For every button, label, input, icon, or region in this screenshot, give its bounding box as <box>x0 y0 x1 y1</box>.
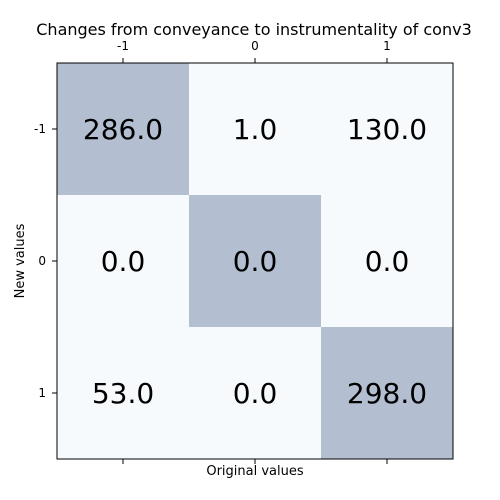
x-axis-label: Original values <box>206 464 304 479</box>
y-axis-label: New values <box>13 223 28 298</box>
cell-value-label-1-1: 0.0 <box>233 245 278 278</box>
cell-value-label-2-2: 298.0 <box>347 377 427 410</box>
cell-value-label-2-0: 53.0 <box>92 377 154 410</box>
left-y-tick-label-0: -1 <box>34 122 46 136</box>
left-y-tick-label-1: 0 <box>38 254 46 268</box>
cell-value-label-2-1: 0.0 <box>233 377 278 410</box>
top-x-ticks: -1 0 1 <box>117 39 391 63</box>
chart-title: Changes from conveyance to instrumentali… <box>36 20 472 39</box>
top-x-tick-label-0: -1 <box>117 39 129 53</box>
cell-value-label-0-1: 1.0 <box>233 113 278 146</box>
top-x-tick-label-1: 0 <box>251 39 259 53</box>
left-y-tick-label-2: 1 <box>38 386 46 400</box>
cell-value-label-0-0: 286.0 <box>83 113 163 146</box>
top-x-tick-label-2: 1 <box>383 39 391 53</box>
cell-value-label-1-0: 0.0 <box>101 245 146 278</box>
cell-value-label-1-2: 0.0 <box>365 245 410 278</box>
left-y-ticks: -1 0 1 <box>34 122 57 400</box>
cell-value-label-0-2: 130.0 <box>347 113 427 146</box>
